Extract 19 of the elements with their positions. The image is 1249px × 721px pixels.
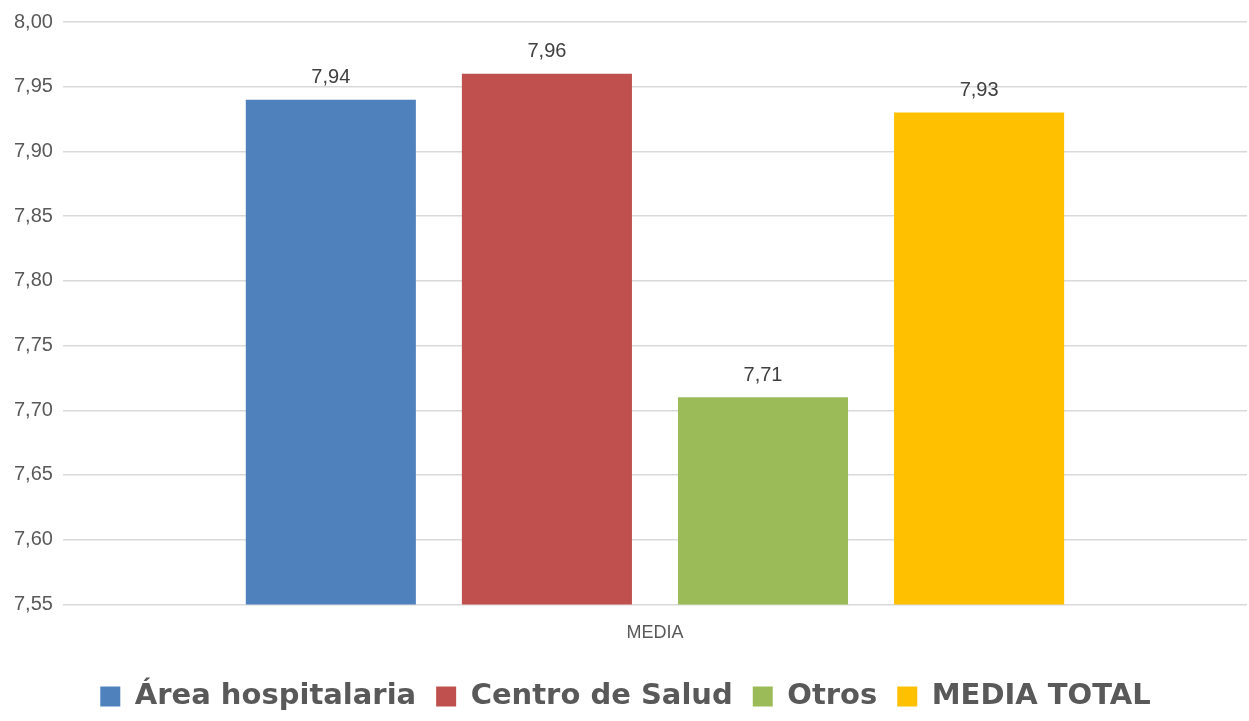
y-tick-label: 7,90 [13, 138, 53, 161]
data-label: 7,96 [527, 39, 567, 62]
data-label: 7,93 [959, 78, 999, 101]
legend-label: Área hospitalaria [134, 677, 417, 712]
y-tick-label: 7,75 [13, 333, 53, 356]
y-tick-label: 7,65 [13, 462, 53, 485]
y-tick-label: 7,80 [13, 268, 53, 291]
legend-label: MEDIA TOTAL [931, 677, 1151, 712]
y-tick-label: 8,00 [13, 9, 53, 32]
data-label: 7,94 [311, 65, 351, 88]
y-tick-label: 7,55 [13, 591, 53, 614]
legend-label: Centro de Salud [470, 677, 733, 712]
x-tick-label: MEDIA [626, 622, 684, 643]
y-tick-label: 7,95 [13, 74, 53, 97]
y-tick-label: 7,60 [13, 527, 53, 550]
legend-label: Otros [787, 677, 878, 712]
y-tick-label: 7,85 [13, 203, 53, 226]
y-tick-label: 7,70 [13, 397, 53, 420]
data-label: 7,71 [743, 362, 783, 385]
